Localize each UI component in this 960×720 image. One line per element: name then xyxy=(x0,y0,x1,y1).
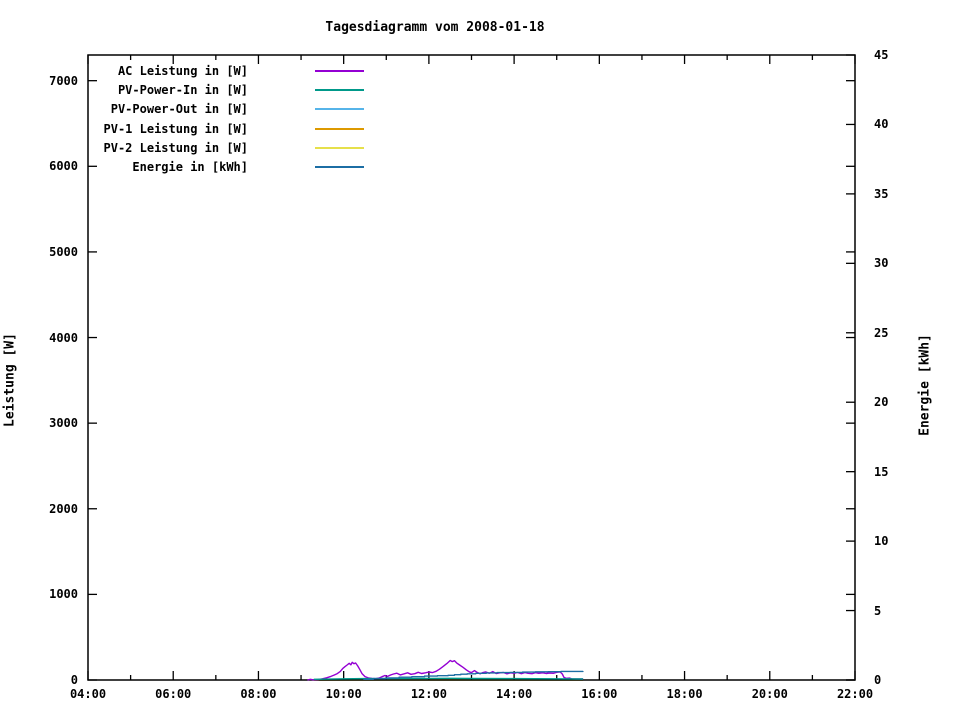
x-tick-label: 04:00 xyxy=(69,687,107,701)
legend-swatch-line xyxy=(315,69,364,72)
y2-tick-label: 5 xyxy=(874,603,882,618)
x-tick-label: 10:00 xyxy=(325,687,362,701)
legend-item: PV-2 Leistung in [W] xyxy=(88,138,364,157)
x-tick-label: 20:00 xyxy=(751,687,788,701)
series-energie-in-kwh xyxy=(363,670,584,680)
y1-tick-label: 0 xyxy=(70,673,78,687)
legend-swatch-line xyxy=(315,88,364,91)
y1-axis-title: Leistung [W] xyxy=(2,333,18,427)
x-tick-label: 06:00 xyxy=(155,687,192,701)
legend-swatch-line xyxy=(315,146,364,149)
y1-tick-label: 7000 xyxy=(49,73,78,88)
legend-item-label: PV-Power-In in [W] xyxy=(117,82,248,97)
legend-item-label: AC Leistung in [W] xyxy=(117,63,248,78)
x-tick-label: 14:00 xyxy=(496,687,533,701)
x-tick-label: 18:00 xyxy=(666,687,703,701)
legend-swatch-line xyxy=(315,108,364,111)
legend-item: PV-Power-Out in [W] xyxy=(88,100,364,119)
legend-item-label: PV-1 Leistung in [W] xyxy=(103,121,249,136)
legend-item: Energie in [kWh] xyxy=(88,157,364,176)
y1-tick-label: 5000 xyxy=(49,244,78,259)
y2-tick-label: 35 xyxy=(874,186,889,201)
legend-item: PV-1 Leistung in [W] xyxy=(88,119,364,138)
y1-tick-label: 1000 xyxy=(49,587,78,602)
legend: AC Leistung in [W] PV-Power-In in [W] PV-P… xyxy=(88,61,364,177)
y2-tick-label: 10 xyxy=(874,534,889,549)
y1-tick-label: 3000 xyxy=(49,416,78,431)
x-tick-label: 08:00 xyxy=(240,687,277,701)
y1-tick-label: 2000 xyxy=(49,501,78,516)
y1-tick-label: 4000 xyxy=(49,330,78,345)
y2-tick-label: 25 xyxy=(874,325,889,340)
series-ac-leistung-in-w xyxy=(307,659,584,681)
y2-tick-label: 0 xyxy=(874,673,882,687)
legend-item-label: PV-2 Leistung in [W] xyxy=(103,140,249,155)
legend-swatch-line xyxy=(315,166,364,169)
x-tick-label: 22:00 xyxy=(836,687,874,701)
legend-item: AC Leistung in [W] xyxy=(88,61,364,80)
y2-tick-label: 30 xyxy=(874,256,889,271)
legend-swatch-line xyxy=(315,127,364,130)
y2-tick-label: 15 xyxy=(874,464,889,479)
plot-border xyxy=(87,54,856,681)
legend-item: PV-Power-In in [W] xyxy=(88,80,364,99)
series-pv-power-in-in-w xyxy=(313,677,584,680)
y2-axis-title: Energie [kWh] xyxy=(917,334,933,436)
y2-tick-label: 20 xyxy=(874,395,889,410)
chart-title: Tagesdiagramm vom 2008-01-18 xyxy=(325,20,545,35)
legend-item-label: PV-Power-Out in [W] xyxy=(110,102,248,117)
y2-tick-label: 40 xyxy=(874,117,889,132)
y2-tick-label: 45 xyxy=(874,48,889,62)
series-layer xyxy=(307,659,584,681)
legend-item-label: Energie in [kWh] xyxy=(132,160,248,175)
x-tick-label: 16:00 xyxy=(581,687,618,701)
y1-tick-label: 6000 xyxy=(49,159,78,174)
x-tick-label: 12:00 xyxy=(410,687,447,701)
